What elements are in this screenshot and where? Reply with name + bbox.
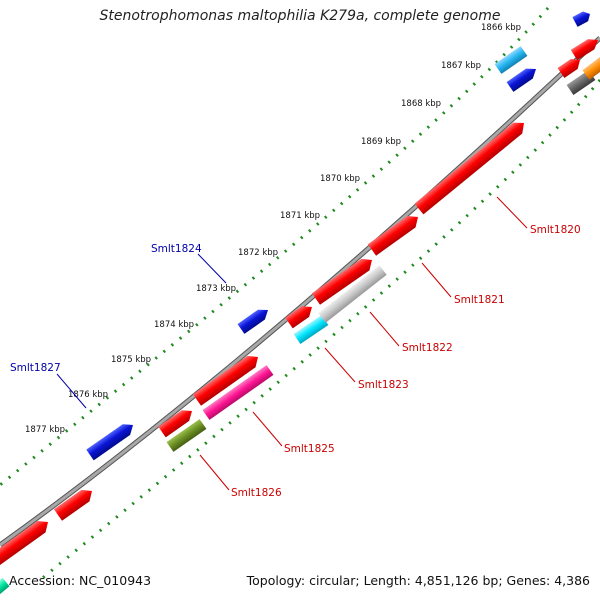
gene-smlt1823[interactable]: [293, 315, 329, 344]
outer-scale-track: [0, 7, 550, 487]
accession-text: Accession: NC_010943: [9, 573, 152, 588]
scale-label: 1869 kbp: [361, 137, 401, 147]
gene-smlt1827-adj[interactable]: [0, 516, 52, 566]
gene-label-smlt1823[interactable]: Smlt1823: [358, 379, 409, 391]
gene-red[interactable]: [557, 55, 584, 78]
gene-green[interactable]: [0, 577, 10, 597]
scale-labels: 1866 kbp 1867 kbp 1868 kbp 1869 kbp 1870…: [25, 23, 521, 435]
scale-label: 1874 kbp: [154, 320, 194, 330]
genome-backbone: [0, 36, 600, 548]
scale-label: 1876 kbp: [68, 390, 108, 400]
gene-smlt1824-mark[interactable]: [237, 305, 272, 334]
gene-red[interactable]: [158, 406, 195, 438]
gene-blue[interactable]: [86, 420, 136, 461]
gene-blue[interactable]: [572, 9, 592, 27]
scale-label: 1872 kbp: [238, 248, 278, 258]
inner-scale-track: [39, 79, 600, 582]
gene-label-smlt1824[interactable]: Smlt1824: [151, 243, 202, 255]
gene-red[interactable]: [192, 351, 262, 406]
gene-red[interactable]: [285, 302, 315, 329]
gene-blue[interactable]: [506, 64, 540, 92]
scale-label: 1877 kbp: [25, 425, 65, 435]
gene-label-smlt1820[interactable]: Smlt1820: [530, 224, 581, 236]
scale-label: 1871 kbp: [280, 211, 320, 221]
gene-smlt1821[interactable]: [367, 211, 422, 256]
gene-features: [0, 9, 600, 597]
gene-smlt1825[interactable]: [202, 365, 274, 420]
gene-label-smlt1821[interactable]: Smlt1821: [454, 294, 505, 306]
gene-smlt1820[interactable]: [414, 118, 529, 215]
scale-label: 1866 kbp: [481, 23, 521, 33]
gene-label-smlt1827[interactable]: Smlt1827: [10, 362, 61, 374]
gene-red[interactable]: [311, 254, 376, 305]
gene-smlt1826[interactable]: [166, 419, 207, 452]
map-title: Stenotrophomonas maltophilia K279a, comp…: [99, 8, 501, 24]
gene-label-smlt1822[interactable]: Smlt1822: [402, 342, 453, 354]
scale-label: 1873 kbp: [196, 284, 236, 294]
gene-sky[interactable]: [494, 46, 528, 74]
scale-label: 1867 kbp: [441, 61, 481, 71]
topology-text: Topology: circular; Length: 4,851,126 bp…: [246, 573, 590, 588]
gene-smlt1822[interactable]: [318, 265, 387, 323]
scale-label: 1875 kbp: [111, 355, 151, 365]
leader-lines: [56, 196, 528, 491]
scale-label: 1870 kbp: [320, 174, 360, 184]
gene-red[interactable]: [53, 485, 96, 521]
gene-orange[interactable]: [582, 55, 600, 80]
scale-label: 1868 kbp: [401, 99, 441, 109]
gene-label-smlt1826[interactable]: Smlt1826: [231, 487, 282, 499]
gene-red[interactable]: [570, 35, 600, 61]
gene-labels: Smlt1820 Smlt1821 Smlt1822 Smlt1823 Smlt…: [10, 224, 581, 499]
gene-label-smlt1825[interactable]: Smlt1825: [284, 443, 335, 455]
